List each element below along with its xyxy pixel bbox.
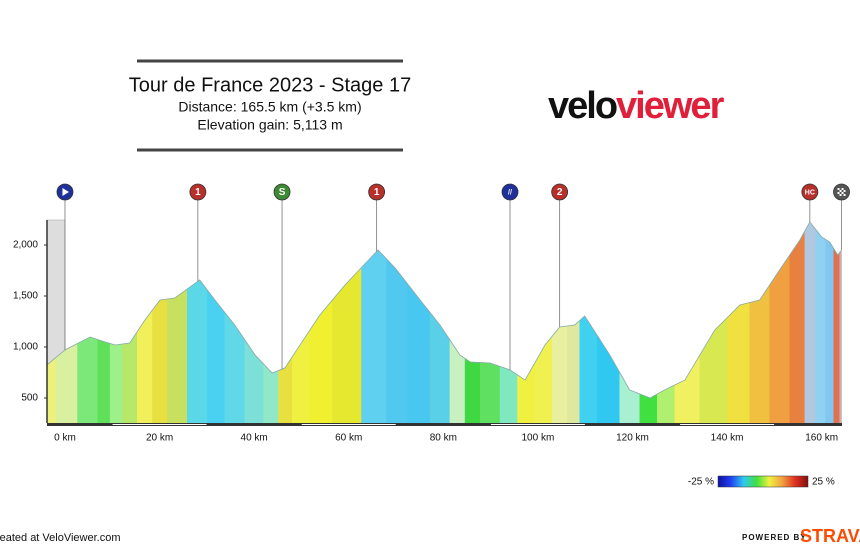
y-tick-label: 500: [21, 393, 38, 404]
finish-check: [843, 190, 846, 192]
finish-check: [841, 188, 844, 190]
x-tick-label: 80 km: [430, 433, 457, 444]
marker-icon: [368, 183, 386, 201]
profile-segment: [674, 354, 701, 424]
marker-label: 2: [557, 187, 563, 198]
profile-segment: [639, 393, 658, 424]
profile-segment: [804, 221, 817, 424]
profile-segment: [309, 299, 333, 424]
marker-icon: [801, 183, 819, 201]
profile-segment: [464, 358, 481, 424]
profile-segment: [699, 316, 728, 424]
powered-by: POWERED BY: [742, 533, 807, 542]
profile-segment: [152, 298, 168, 424]
profile-outline: [46, 221, 842, 399]
credit: Created at VeloViewer.com: [0, 532, 120, 544]
profile-segment: [167, 288, 188, 424]
profile-segment: [386, 258, 408, 424]
marker-label: S: [279, 187, 286, 198]
profile-segment: [619, 371, 641, 424]
logo-part: velo: [548, 85, 617, 127]
profile-segment: [122, 330, 138, 424]
x-tick-label: 160 km: [805, 433, 838, 444]
profile-segment: [566, 319, 581, 424]
profile-segment: [207, 289, 226, 424]
marker-icon: [189, 183, 207, 201]
profile-segment: [109, 343, 123, 424]
y-tick-label: 1,000: [13, 342, 38, 353]
finish-check: [837, 192, 840, 194]
profile-segment: [839, 249, 842, 424]
profile-segment: [361, 249, 387, 424]
distance: Distance: 165.5 km (+3.5 km): [178, 99, 361, 115]
x-tick-label: 120 km: [616, 433, 649, 444]
chart-title: Tour de France 2023 - Stage 17: [129, 74, 411, 96]
marker-icon: [501, 183, 519, 201]
profile-segment: [97, 339, 111, 424]
profile-segment: [332, 266, 362, 424]
profile-segment: [429, 311, 451, 424]
profile-segment: [552, 325, 568, 424]
finish-check: [837, 188, 840, 190]
profile-segment: [749, 284, 770, 424]
profile-segment: [727, 302, 751, 424]
profile-segment: [224, 311, 246, 424]
profile-segment: [407, 283, 431, 424]
x-ruler: [47, 423, 842, 426]
profile-segment: [815, 228, 826, 424]
strava-logo: STRAVA: [800, 526, 860, 546]
profile-segment: [597, 334, 620, 424]
marker-icon: [273, 183, 291, 201]
logo-part: viewer: [616, 85, 725, 127]
x-tick-label: 100 km: [522, 433, 555, 444]
profile-segment: [137, 309, 153, 424]
profile-segment: [449, 339, 466, 424]
finish-check: [839, 194, 842, 196]
profile-segment: [825, 239, 834, 424]
logo: veloviewer: [548, 85, 725, 127]
y-tick-label: 2,000: [13, 240, 38, 251]
profile-segment: [244, 339, 264, 424]
x-tick-label: 20 km: [146, 433, 173, 444]
profile-segment: [186, 279, 208, 424]
legend-max: 25 %: [812, 477, 835, 488]
x-tick-label: 60 km: [335, 433, 362, 444]
x-tick-label: 140 km: [711, 433, 744, 444]
finish-check: [841, 192, 844, 194]
profile-segment: [499, 366, 518, 424]
marker-label: 1: [195, 187, 201, 198]
finish-check: [839, 190, 842, 192]
profile-segment: [657, 384, 676, 424]
legend-min: -25 %: [688, 477, 714, 488]
finish-check: [843, 194, 846, 196]
x-tick-label: 0 km: [54, 433, 76, 444]
x-tick-label: 40 km: [241, 433, 268, 444]
profile-segment: [833, 247, 840, 424]
profile-segment: [55, 343, 78, 424]
profile-segment: [77, 336, 98, 424]
profile-segment: [263, 363, 279, 424]
profile-segment: [517, 361, 536, 424]
profile-segment: [292, 329, 311, 424]
marker-label: 1: [374, 187, 380, 198]
marker-label: //: [508, 189, 512, 196]
elevation-gain: Elevation gain: 5,113 m: [197, 117, 342, 133]
legend-bar: [717, 475, 809, 488]
y-tick-label: 1,500: [13, 291, 38, 302]
profile-segment: [479, 362, 501, 424]
marker-icon: [551, 183, 569, 201]
start-arrow: [62, 188, 69, 196]
profile-segment: [46, 356, 57, 424]
profile-segment: [534, 335, 553, 424]
profile-segment: [789, 230, 806, 424]
marker-label: HC: [805, 189, 815, 196]
